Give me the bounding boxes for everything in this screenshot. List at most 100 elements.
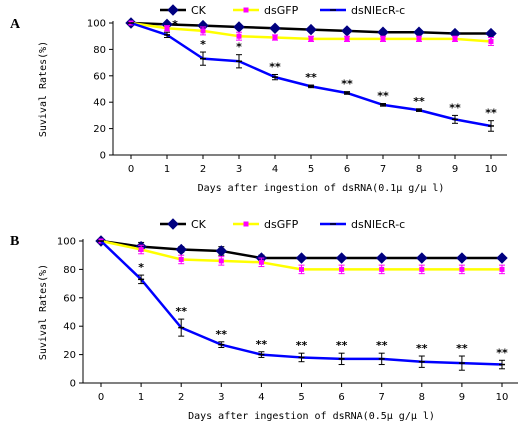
significance-label: ** <box>296 339 308 352</box>
x-tick-label: 6 <box>338 392 344 403</box>
panel-label: B <box>10 234 19 249</box>
x-tick-label: 2 <box>200 164 206 175</box>
data-point <box>200 28 206 34</box>
legend-label: CK <box>191 4 207 17</box>
data-point <box>258 259 264 265</box>
y-tick-label: 100 <box>87 19 106 30</box>
x-tick-label: 10 <box>485 164 498 175</box>
significance-label: ** <box>376 339 388 352</box>
data-point <box>339 266 345 272</box>
panel-a: A 0 20 40 60 80 100 0 1 2 3 4 5 6 7 8 9 10 Days after inge… <box>10 4 507 194</box>
y-tick-label: 20 <box>93 124 106 135</box>
significance-label: ** <box>456 342 468 355</box>
significance-label: ** <box>413 95 425 108</box>
x-tick-label: 2 <box>178 392 184 403</box>
y-tick-label: 80 <box>63 265 76 276</box>
x-tick-label: 3 <box>236 164 242 175</box>
data-point <box>308 36 314 42</box>
y-tick-label: 80 <box>93 45 106 56</box>
panel-label: A <box>10 17 21 32</box>
x-tick-label: 5 <box>298 392 304 403</box>
data-point <box>459 266 465 272</box>
x-tick-label: 10 <box>496 392 509 403</box>
data-point <box>272 35 278 41</box>
x-tick-label: 9 <box>452 164 458 175</box>
data-point <box>344 36 350 42</box>
significance-label: * <box>138 261 144 274</box>
x-tick-label: 0 <box>98 392 104 403</box>
significance-label: ** <box>449 101 461 114</box>
data-point <box>305 23 317 36</box>
x-tick-label: 4 <box>272 164 278 175</box>
legend-label: dsGFP <box>264 4 299 17</box>
x-tick-label: 7 <box>380 164 386 175</box>
legend-marker <box>243 221 249 227</box>
data-point <box>375 252 388 264</box>
significance-label: * <box>172 18 178 31</box>
data-point <box>379 266 385 272</box>
significance-label: ** <box>175 305 187 318</box>
data-point <box>295 252 308 264</box>
significance-label: ** <box>377 90 389 103</box>
data-point <box>175 243 187 256</box>
x-tick-label: 6 <box>344 164 350 175</box>
x-tick-label: 7 <box>379 392 385 403</box>
y-tick-label: 40 <box>93 98 106 109</box>
data-point <box>452 36 458 42</box>
y-tick-label: 60 <box>93 71 106 82</box>
significance-label: ** <box>416 342 428 355</box>
legend-label: dsNlEcR-c <box>351 218 405 231</box>
x-axis-title: Days after ingestion of dsRNA(0.5μ g/μ l… <box>188 411 435 422</box>
significance-label: ** <box>485 107 497 120</box>
data-point <box>419 266 425 272</box>
y-tick-label: 0 <box>100 151 106 162</box>
data-point <box>380 36 386 42</box>
data-point <box>138 247 144 253</box>
x-axis-title: Days after ingestion of dsRNA(0.1μ g/μ l… <box>198 183 445 194</box>
panel-b: B 0 20 40 60 80 100 0 1 2 3 4 5 6 7 8 9 10 Days after inge… <box>10 218 518 422</box>
data-point <box>218 258 224 264</box>
significance-label: ** <box>216 328 228 341</box>
x-tick-label: 4 <box>258 392 264 403</box>
data-point <box>456 252 468 264</box>
legend-label: dsGFP <box>264 218 299 231</box>
data-point <box>236 33 242 39</box>
data-point <box>416 36 422 42</box>
data-point <box>335 252 348 264</box>
data-point <box>269 22 281 34</box>
significance-label: ** <box>269 60 281 73</box>
x-tick-label: 0 <box>128 164 134 175</box>
data-point <box>233 21 245 33</box>
data-point <box>416 252 428 264</box>
data-point <box>499 266 505 272</box>
significance-label: ** <box>341 78 353 91</box>
significance-label: * <box>200 38 206 51</box>
y-tick-label: 60 <box>63 293 76 304</box>
y-tick-label: 0 <box>70 379 76 390</box>
data-point <box>488 38 494 44</box>
x-tick-label: 5 <box>308 164 314 175</box>
data-point <box>164 25 170 31</box>
data-point <box>215 245 228 257</box>
legend-marker <box>243 7 249 13</box>
significance-label: ** <box>336 339 348 352</box>
y-tick-label: 100 <box>57 237 76 248</box>
x-tick-label: 8 <box>419 392 425 403</box>
legend-marker <box>167 4 179 16</box>
x-tick-label: 8 <box>416 164 422 175</box>
y-tick-label: 40 <box>63 322 76 333</box>
legend-label: dsNlEcR-c <box>351 4 405 17</box>
y-axis-title: Suvival Rates(%) <box>38 264 49 360</box>
x-tick-label: 1 <box>164 164 170 175</box>
y-axis-title: Suvival Rates(%) <box>38 41 49 137</box>
y-tick-label: 20 <box>63 350 76 361</box>
data-point <box>341 25 353 37</box>
data-point <box>496 252 508 264</box>
x-tick-label: 1 <box>138 392 144 403</box>
significance-label: ** <box>496 346 508 359</box>
data-point <box>299 266 304 272</box>
x-tick-label: 3 <box>218 392 224 403</box>
x-tick-label: 9 <box>459 392 465 403</box>
legend-label: CK <box>191 218 207 231</box>
